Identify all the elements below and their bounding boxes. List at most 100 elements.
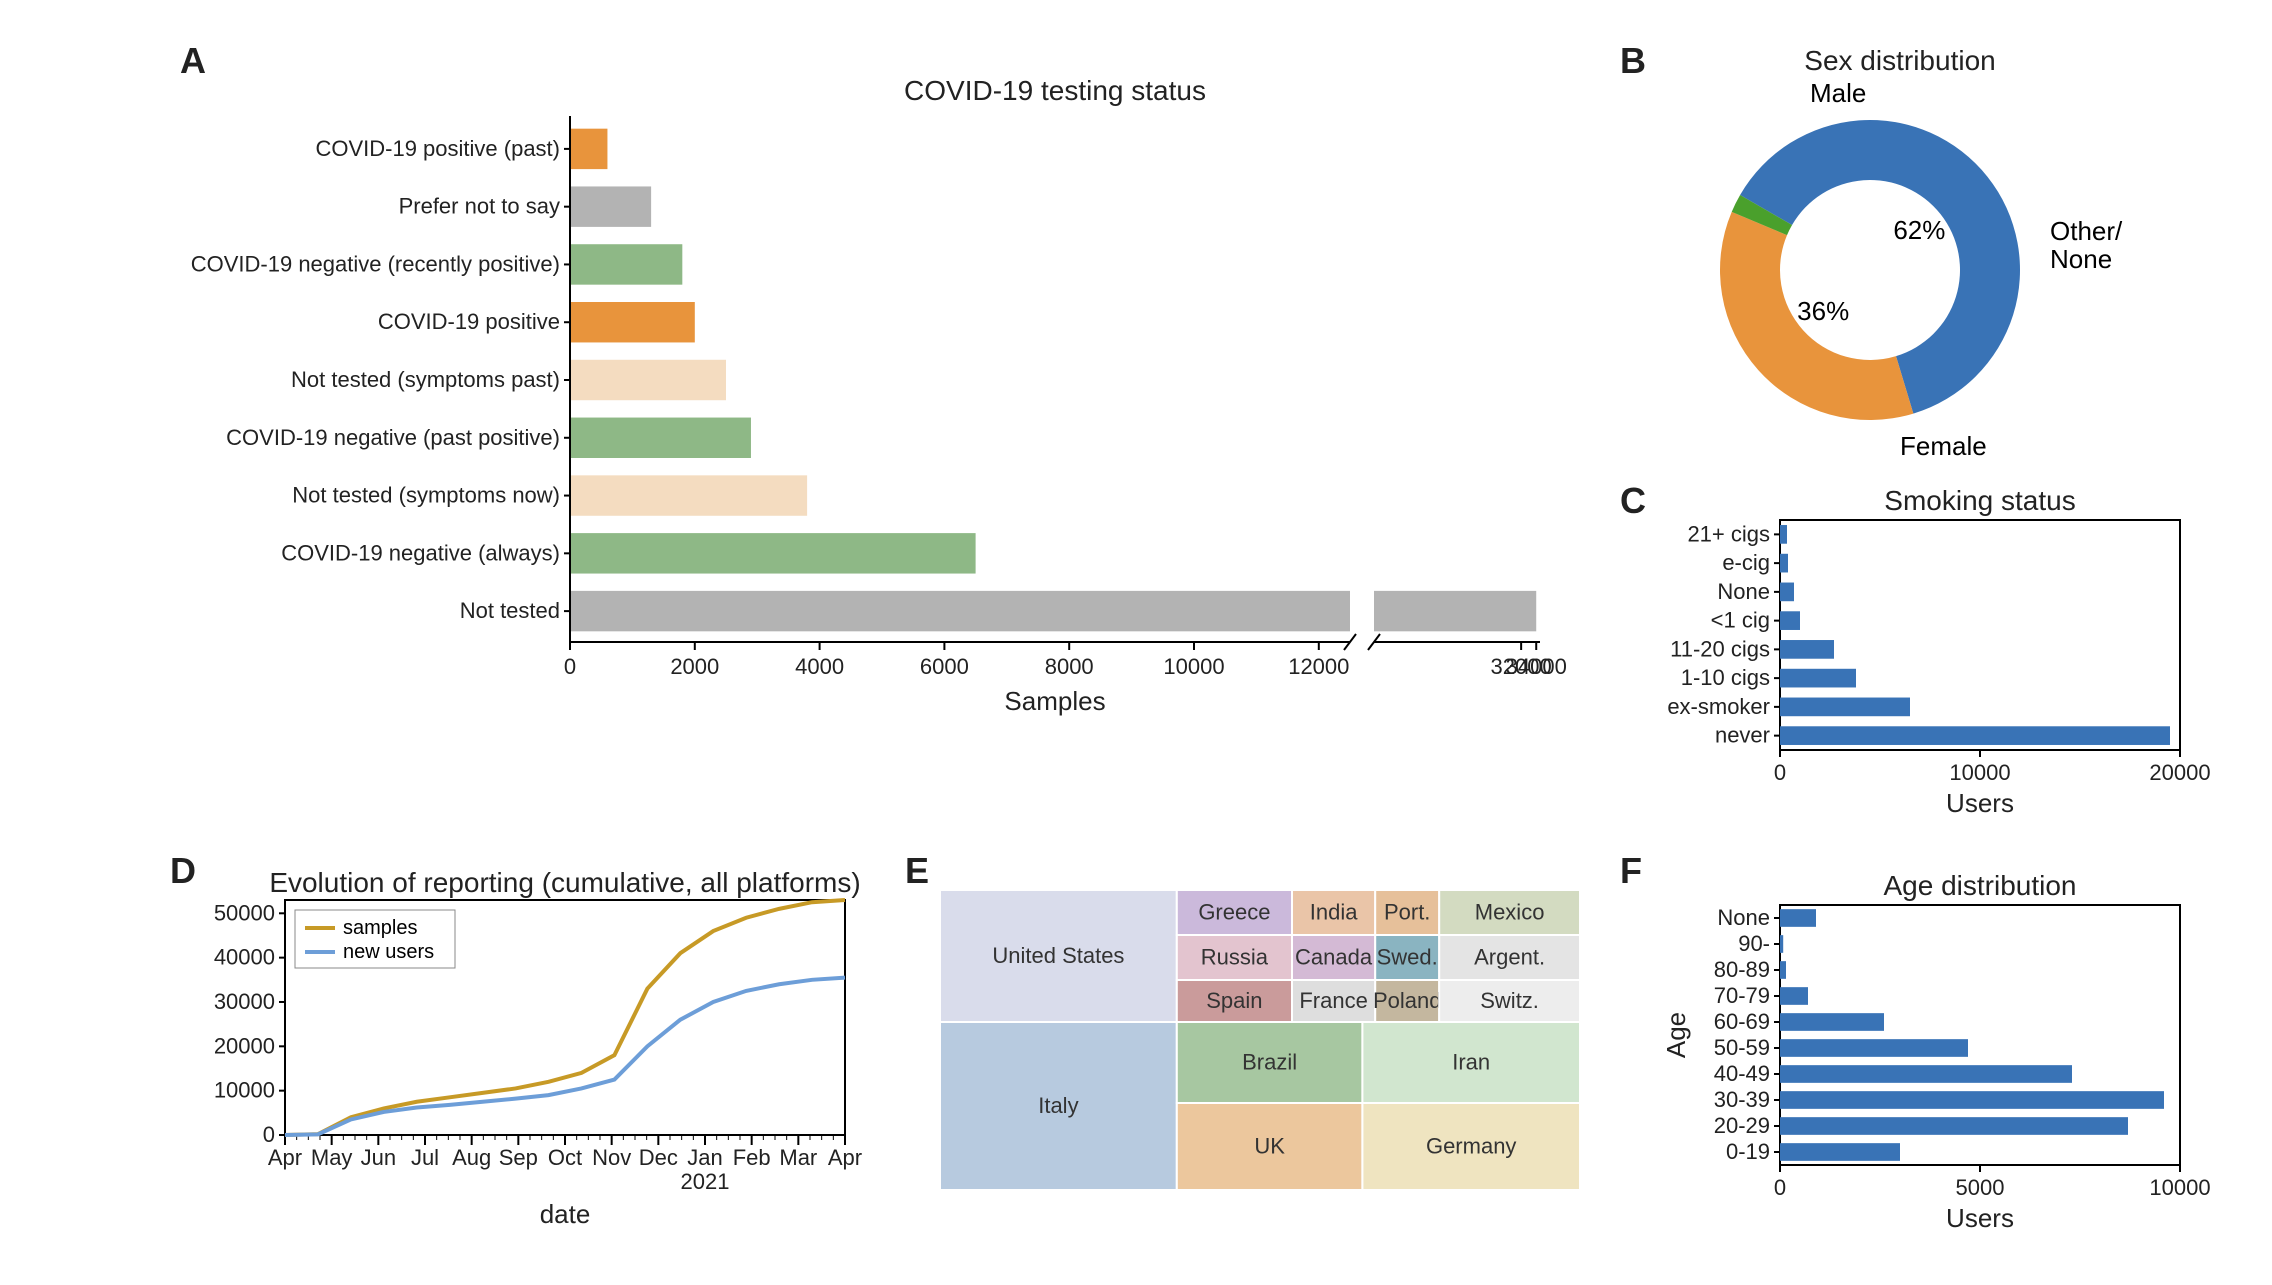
y-tick-label: 0-19 [1726, 1139, 1770, 1164]
bar [1780, 1117, 2128, 1135]
bar [1780, 611, 1800, 630]
chart-title: Smoking status [1884, 485, 2075, 516]
treemap-label: Brazil [1242, 1050, 1297, 1075]
y-tick-label: 30000 [214, 989, 275, 1014]
treemap-label: Germany [1426, 1134, 1516, 1159]
donut-label-other: Other/ [2050, 216, 2123, 246]
panel-e-chart: United States Italy Greece Russia Spain Brazi… [940, 890, 1580, 1220]
treemap-label: Italy [1038, 1093, 1078, 1118]
x-tick-label: Nov [592, 1145, 631, 1170]
panel-b-title: Sex distribution [1804, 45, 1995, 76]
y-tick-label: e-cig [1722, 550, 1770, 575]
y-tick-label: ex-smoker [1667, 694, 1770, 719]
x-tick-label: 12000 [1288, 654, 1349, 679]
treemap-label: Poland [1373, 988, 1442, 1013]
y-tick-label: 60-69 [1714, 1009, 1770, 1034]
bar [570, 129, 607, 169]
x-tick-label: May [311, 1145, 353, 1170]
y-tick-label: COVID-19 negative (recently positive) [191, 251, 560, 276]
treemap-label: United States [992, 943, 1124, 968]
x-tick-label: Jun [361, 1145, 396, 1170]
y-tick-label: 90- [1738, 931, 1770, 956]
y-tick-label: None [1717, 579, 1770, 604]
x-tick-label: 4000 [795, 654, 844, 679]
y-tick-label: COVID-19 positive (past) [315, 136, 560, 161]
panel-a-chart: COVID-19 testing status COVID-19 positive… [200, 60, 1560, 720]
x-tick-label: 8000 [1045, 654, 1094, 679]
bar [1780, 554, 1788, 573]
x-tick-label: 10000 [1163, 654, 1224, 679]
x-tick-label: Sep [499, 1145, 538, 1170]
bar [570, 533, 976, 573]
y-tick-label: 70-79 [1714, 983, 1770, 1008]
y-tick-label: COVID-19 negative (always) [281, 540, 560, 565]
bar [1780, 726, 2170, 745]
panel-d-title: Evolution of reporting (cumulative, all … [269, 867, 860, 898]
legend-label: new users [343, 941, 434, 963]
donut-label-female: Female [1900, 431, 1987, 461]
x-tick-label: Oct [548, 1145, 582, 1170]
x-axis-label: date [540, 1199, 591, 1229]
treemap-label: Argent. [1474, 945, 1545, 970]
legend-label: samples [343, 917, 417, 939]
y-tick-label: COVID-19 negative (past positive) [226, 425, 560, 450]
y-tick-label: 1-10 cigs [1681, 665, 1770, 690]
treemap-label: France [1299, 988, 1367, 1013]
panel-a-title: COVID-19 testing status [904, 75, 1206, 106]
panel-c-chart: 21+ cigs e-cig None <1 cig 11-20 cigs 1-10 ci… [1640, 480, 2200, 840]
y-tick-label: 40000 [214, 945, 275, 970]
y-tick-label: COVID-19 positive [378, 309, 560, 334]
x-tick-label: Jul [411, 1145, 439, 1170]
y-tick-label: 21+ cigs [1687, 521, 1770, 546]
treemap-label: Russia [1201, 945, 1269, 970]
chart-title: Age distribution [1883, 870, 2076, 901]
treemap-label: UK [1254, 1134, 1285, 1159]
y-tick-label: 10000 [214, 1078, 275, 1103]
x-tick-label: 0 [1774, 1175, 1786, 1200]
bar [1780, 640, 1834, 659]
y-axis-label: Age [1661, 1012, 1691, 1058]
treemap-label: Spain [1206, 988, 1262, 1013]
x-tick-label: 6000 [920, 654, 969, 679]
x-axis-label: Users [1946, 788, 2014, 818]
x-tick-label: Dec [639, 1145, 678, 1170]
treemap-label: Switz. [1480, 988, 1539, 1013]
x-axis-label: Samples [1004, 686, 1105, 716]
y-tick-label: Not tested (symptoms now) [292, 483, 560, 508]
bar [570, 591, 1350, 631]
donut-pct: 62% [1893, 215, 1945, 245]
y-tick-label: never [1715, 723, 1770, 748]
panel-f-label: F [1620, 850, 1642, 892]
donut-pct: 36% [1797, 296, 1849, 326]
x-tick-label: 0 [564, 654, 576, 679]
y-tick-label: Not tested (symptoms past) [291, 367, 560, 392]
x-tick-label: Mar [779, 1145, 817, 1170]
donut-label-other: None [2050, 244, 2112, 274]
y-tick-label: Prefer not to say [399, 194, 560, 219]
x-tick-label: 0 [1774, 760, 1786, 785]
y-tick-label: 50-59 [1714, 1035, 1770, 1060]
x-tick-label: 10000 [1949, 760, 2010, 785]
x-year-label: 2021 [681, 1169, 730, 1194]
y-tick-label: 50000 [214, 900, 275, 925]
y-tick-label: <1 cig [1711, 608, 1770, 633]
panel-e-label: E [905, 850, 929, 892]
bar [570, 475, 807, 515]
bar [570, 360, 726, 400]
bar [1780, 1143, 1900, 1161]
bar [1780, 583, 1794, 602]
y-tick-label: 11-20 cigs [1670, 636, 1770, 661]
bar [1780, 1039, 1968, 1057]
treemap-label: Canada [1295, 945, 1373, 970]
bar [1374, 591, 1536, 631]
x-tick-label: Jan [687, 1145, 722, 1170]
treemap-label: Greece [1198, 900, 1270, 925]
bar [570, 418, 751, 458]
treemap-label: Iran [1452, 1050, 1490, 1075]
x-tick-label: 34000 [1506, 654, 1567, 679]
x-tick-label: 2000 [670, 654, 719, 679]
x-tick-label: Aug [452, 1145, 491, 1170]
bar [1780, 935, 1783, 953]
x-tick-label: Apr [828, 1145, 862, 1170]
treemap-label: India [1310, 900, 1358, 925]
